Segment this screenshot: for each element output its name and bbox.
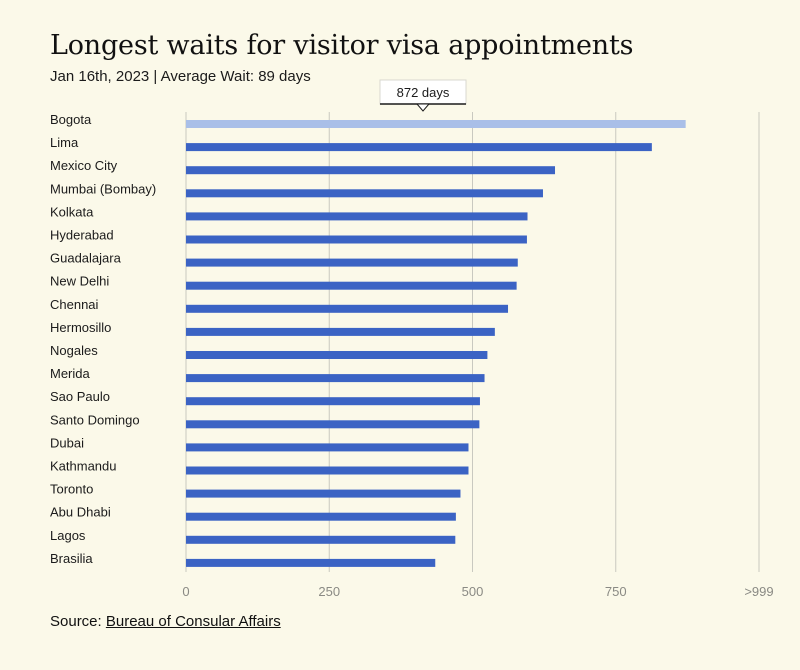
- x-tick-label: 500: [462, 584, 484, 599]
- bar: [186, 120, 686, 128]
- bar: [186, 235, 527, 244]
- tooltip-text: 872 days: [397, 85, 450, 100]
- bar: [186, 351, 488, 359]
- category-label: Guadalajara: [50, 251, 122, 266]
- bar-chart: 0 250 500 750 >999 Bogota Lima Mexico City Mumba…: [50, 79, 774, 599]
- category-label: Chennai: [50, 297, 99, 312]
- category-label: Santo Domingo: [50, 412, 140, 427]
- category-label: Dubai: [50, 435, 84, 450]
- category-label: Merida: [50, 366, 91, 381]
- chart-title: Longest waits for visitor visa appointme…: [50, 30, 634, 61]
- bar: [186, 166, 556, 175]
- category-label: Toronto: [50, 482, 93, 497]
- bar: [186, 327, 495, 336]
- category-label: Brasilia: [50, 551, 93, 566]
- source-link[interactable]: Bureau of Consular Affairs: [105, 613, 281, 630]
- bar: [186, 258, 518, 267]
- bar: [186, 212, 528, 221]
- bar: [186, 304, 509, 313]
- x-tick-label: 0: [182, 584, 189, 599]
- bar: [186, 535, 456, 544]
- category-label: Kolkata: [50, 204, 94, 219]
- bar: [186, 374, 485, 383]
- source-note: Source: Bureau of Consular Affairs: [50, 613, 281, 630]
- category-label: Hermosillo: [50, 320, 111, 335]
- category-label: Nogales: [50, 343, 98, 358]
- category-label: Lima: [50, 135, 79, 150]
- category-label: Mexico City: [50, 158, 118, 173]
- bar: [186, 281, 517, 290]
- bar: [186, 189, 543, 198]
- bar: [186, 512, 456, 521]
- bar: [186, 558, 436, 567]
- chart-subtitle: Jan 16th, 2023 | Average Wait: 89 days: [50, 68, 311, 85]
- category-label: Abu Dhabi: [50, 505, 111, 520]
- bar: [186, 489, 461, 498]
- bar: [186, 466, 469, 475]
- bar: [186, 443, 469, 452]
- category-label: Sao Paulo: [50, 389, 110, 404]
- bar: [186, 143, 652, 152]
- category-label: Bogota: [50, 112, 92, 127]
- category-label: Mumbai (Bombay): [50, 181, 156, 196]
- category-label: New Delhi: [50, 274, 109, 289]
- bar: [186, 420, 480, 429]
- x-tick-label: >999: [744, 584, 773, 599]
- bar: [186, 397, 480, 406]
- source-label: Source:: [50, 613, 102, 630]
- category-label: Kathmandu: [50, 459, 117, 474]
- x-tick-label: 250: [318, 584, 340, 599]
- x-tick-label: 750: [605, 584, 627, 599]
- tooltip-pointer: [415, 103, 431, 112]
- category-label: Hyderabad: [50, 228, 114, 243]
- category-label: Lagos: [50, 528, 86, 543]
